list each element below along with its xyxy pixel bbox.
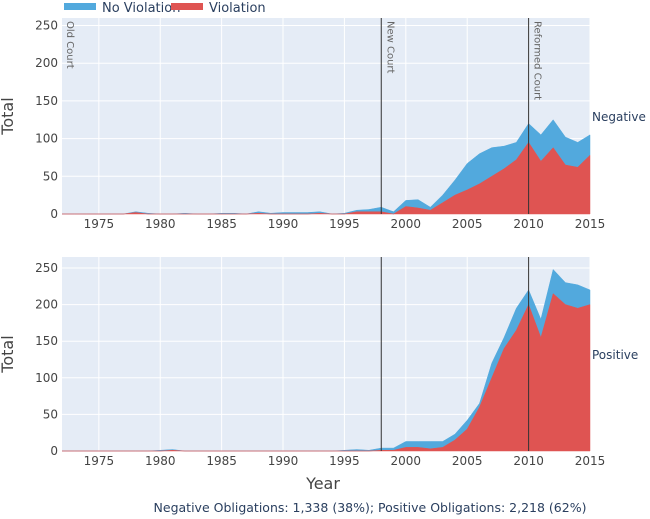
x-tick-label: 1995 <box>329 217 360 231</box>
y-tick-label: 250 <box>35 261 58 275</box>
y-tick-label: 250 <box>35 19 58 33</box>
x-tick-label: 2010 <box>513 454 544 468</box>
area-violation <box>62 293 591 452</box>
panel-positive: 0 50 100 150 200 250 1975 1980 1985 1990 1995 2000… <box>0 257 638 468</box>
y-tick-label: 150 <box>35 334 58 348</box>
x-tick-label: 1985 <box>206 217 237 231</box>
area-violation <box>62 141 591 215</box>
legend-label-violation: Violation <box>209 1 266 16</box>
court-annotation-label: New Court <box>384 21 395 74</box>
x-tick-label: 1995 <box>329 454 360 468</box>
x-tick-label: 2015 <box>575 217 606 231</box>
y-tick-label: 50 <box>43 169 58 183</box>
y-tick-label: 200 <box>35 298 58 312</box>
panel-label-positive: Positive <box>592 348 638 362</box>
y-tick-label: 100 <box>35 132 58 146</box>
y-tick-label: 150 <box>35 94 58 108</box>
panel-label-negative: Negative <box>592 110 646 124</box>
y-tick-label: 200 <box>35 56 58 70</box>
court-annotations: Old Court New Court Reformed Court <box>64 21 543 100</box>
y-axis-title: Total <box>0 335 17 373</box>
y-tick-label: 100 <box>35 371 58 385</box>
y-tick-label: 50 <box>43 407 58 421</box>
x-tick-label: 1980 <box>145 454 176 468</box>
panel-negative: 0 50 100 150 200 250 1975 1980 1985 1990 1995 2000… <box>0 18 646 231</box>
legend-swatch-no-violation <box>64 3 96 10</box>
legend-swatch-violation <box>171 3 203 10</box>
y-tick-label: 0 <box>50 207 58 221</box>
x-tick-label: 2000 <box>391 454 422 468</box>
x-tick-label: 1980 <box>145 217 176 231</box>
x-tick-label: 2005 <box>452 217 483 231</box>
legend-label-no-violation: No Violation <box>102 1 180 16</box>
x-tick-label: 1985 <box>206 454 237 468</box>
court-annotation-label: Reformed Court <box>532 21 543 100</box>
x-tick-label: 1990 <box>268 217 299 231</box>
x-tick-label: 2015 <box>575 454 606 468</box>
x-tick-label: 2005 <box>452 454 483 468</box>
court-annotation-label: Old Court <box>64 21 75 69</box>
x-tick-label: 2010 <box>513 217 544 231</box>
y-axis-title: Total <box>0 97 17 135</box>
x-tick-label: 1990 <box>268 454 299 468</box>
x-tick-label: 2000 <box>391 217 422 231</box>
y-tick-label: 0 <box>50 444 58 458</box>
x-axis-title: Year <box>305 474 340 493</box>
footer-summary: Negative Obligations: 1,338 (38%); Posit… <box>154 500 587 515</box>
x-tick-label: 1975 <box>84 217 115 231</box>
x-tick-label: 1975 <box>84 454 115 468</box>
legend: No Violation Violation <box>64 1 266 16</box>
